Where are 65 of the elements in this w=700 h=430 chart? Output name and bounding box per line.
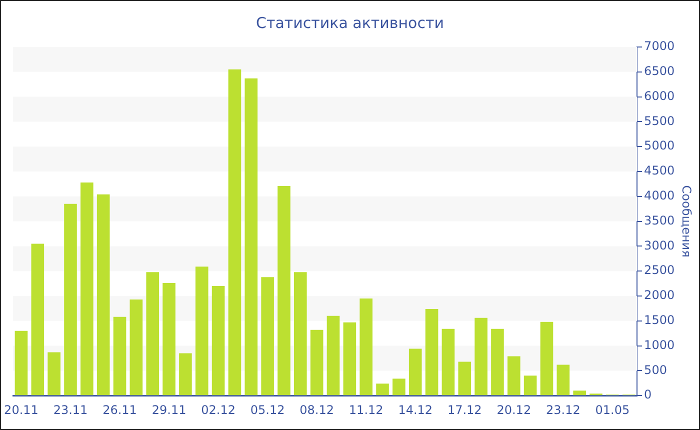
- bar: [425, 308, 438, 396]
- y-axis-title: Сообщения: [680, 185, 694, 258]
- y-tick-label: 4000: [644, 188, 675, 203]
- x-tick-label: 08.12: [300, 402, 334, 417]
- bar: [96, 194, 110, 396]
- bar: [228, 69, 242, 396]
- y-tick-label: 1500: [644, 313, 675, 328]
- bar: [310, 330, 324, 396]
- x-tick-label: 20.11: [4, 402, 38, 417]
- bar: [474, 318, 488, 396]
- bar: [31, 244, 44, 396]
- bar: [442, 328, 455, 396]
- x-tick-label: 14.12: [398, 402, 433, 417]
- bar: [360, 298, 372, 396]
- y-tick-label: 4500: [644, 164, 675, 178]
- bar: [524, 376, 537, 396]
- bar: [376, 384, 389, 396]
- bar: [326, 316, 340, 396]
- x-tick-label: 20.12: [496, 402, 532, 417]
- x-tick-label: 05.12: [250, 402, 285, 417]
- y-tick-label: 5000: [644, 138, 675, 153]
- bar: [244, 78, 258, 396]
- x-tick-label: 26.11: [102, 402, 137, 417]
- y-tick-label: 3000: [644, 238, 675, 252]
- bar: [80, 182, 94, 396]
- bar: [343, 322, 356, 396]
- bar: [408, 348, 422, 396]
- y-tick-label: 3500: [644, 213, 675, 228]
- y-tick-label: 5500: [644, 114, 675, 128]
- y-tick-label: 7000: [644, 39, 675, 54]
- bar: [573, 390, 586, 396]
- bar: [556, 364, 570, 396]
- bar: [278, 186, 290, 396]
- y-tick-label: 6000: [644, 88, 675, 103]
- bar: [113, 316, 126, 396]
- x-tick-label: 29.11: [152, 402, 186, 417]
- bar: [179, 353, 192, 396]
- chart-title: Статистика активности: [256, 14, 444, 32]
- y-tick-label: 2000: [644, 288, 675, 302]
- bar: [64, 204, 77, 396]
- x-tick-label: 01.05: [595, 402, 630, 417]
- bar: [48, 352, 60, 396]
- bar: [507, 356, 520, 396]
- x-tick-label: 23.12: [546, 402, 580, 417]
- bar: [261, 277, 274, 396]
- bar: [212, 286, 225, 396]
- y-tick-label: 500: [644, 362, 667, 377]
- x-tick-label: 11.12: [348, 402, 384, 417]
- bar: [294, 272, 307, 396]
- bar: [14, 330, 28, 396]
- bar: [540, 322, 554, 396]
- bar: [162, 283, 176, 396]
- y-tick-label: 2500: [644, 263, 675, 278]
- bar: [146, 272, 160, 396]
- y-tick-label: 6500: [644, 64, 675, 78]
- x-tick-label: 23.11: [53, 402, 88, 417]
- bar: [491, 328, 504, 396]
- x-tick-label: 02.12: [201, 402, 236, 417]
- y-tick-label: 1000: [644, 338, 675, 352]
- bar: [392, 378, 406, 396]
- bar: [458, 362, 472, 396]
- bar: [130, 299, 143, 396]
- x-tick-label: 17.12: [447, 402, 482, 417]
- bar: [195, 266, 208, 396]
- y-tick-label: 0: [644, 388, 652, 402]
